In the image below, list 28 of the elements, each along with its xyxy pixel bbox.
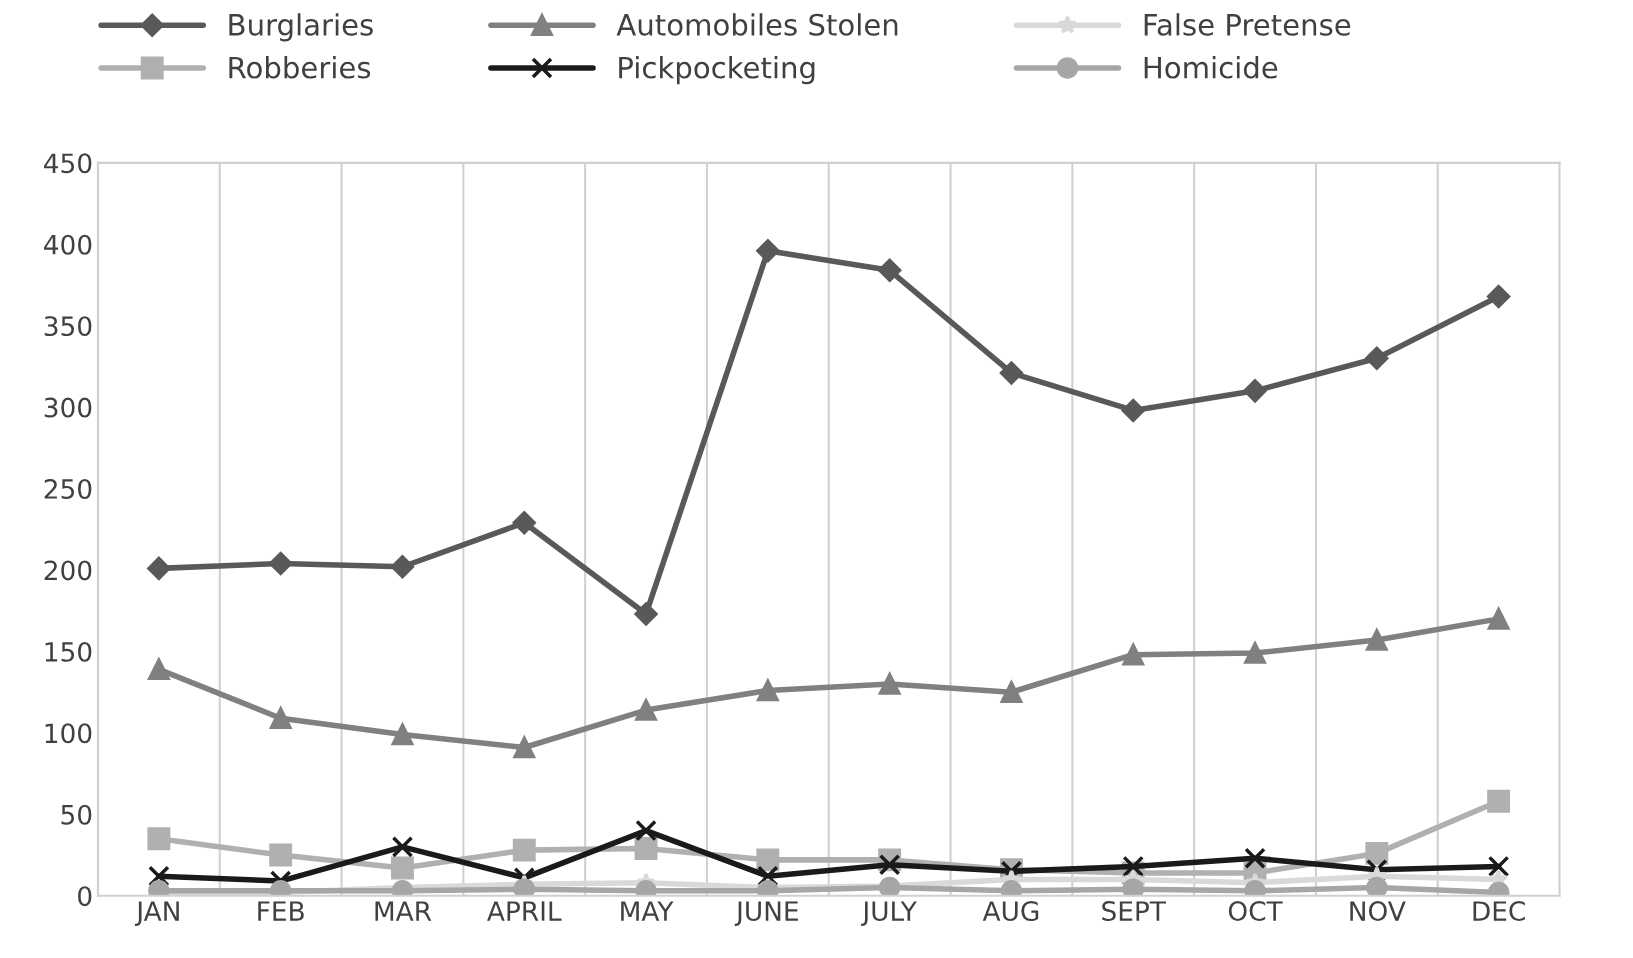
- x-tick-label: MAR: [375, 901, 432, 921]
- y-tick-label: 50: [61, 804, 92, 825]
- x-tick-label: JULY: [861, 901, 917, 926]
- x-tick-label: AUG: [982, 901, 1039, 922]
- legend-label: Automobiles Stolen: [616, 13, 898, 36]
- y-tick-label: 100: [45, 723, 92, 744]
- y-tick-label: 400: [44, 234, 92, 255]
- legend-label: False Pretense: [1144, 13, 1351, 36]
- y-tick-label: 300: [44, 397, 92, 418]
- x-tick-label: NOV: [1350, 901, 1406, 922]
- y-tick-label: 200: [44, 560, 92, 581]
- x-tick-label: DEC: [1473, 901, 1525, 922]
- legend-label: Burglaries: [229, 13, 373, 42]
- x-tick-label: OCT: [1228, 901, 1283, 922]
- y-tick-label: 350: [44, 316, 92, 337]
- y-tick-label: 450: [44, 153, 92, 174]
- legend-label: Homicide: [1144, 56, 1278, 79]
- y-tick-label: 0: [78, 886, 92, 907]
- y-tick-label: 250: [44, 479, 92, 499]
- x-tick-label: APRIL: [487, 901, 562, 921]
- x-tick-label: FEB: [258, 901, 304, 921]
- legend-label: Robberies: [229, 56, 371, 79]
- y-tick-label: 150: [45, 641, 92, 662]
- legend-label: Pickpocketing: [619, 56, 815, 85]
- x-tick-label: SEPT: [1102, 901, 1167, 922]
- x-tick-label: JUNE: [734, 901, 798, 926]
- x-tick-label: JAN: [134, 901, 179, 926]
- x-tick-label: MAY: [621, 901, 674, 921]
